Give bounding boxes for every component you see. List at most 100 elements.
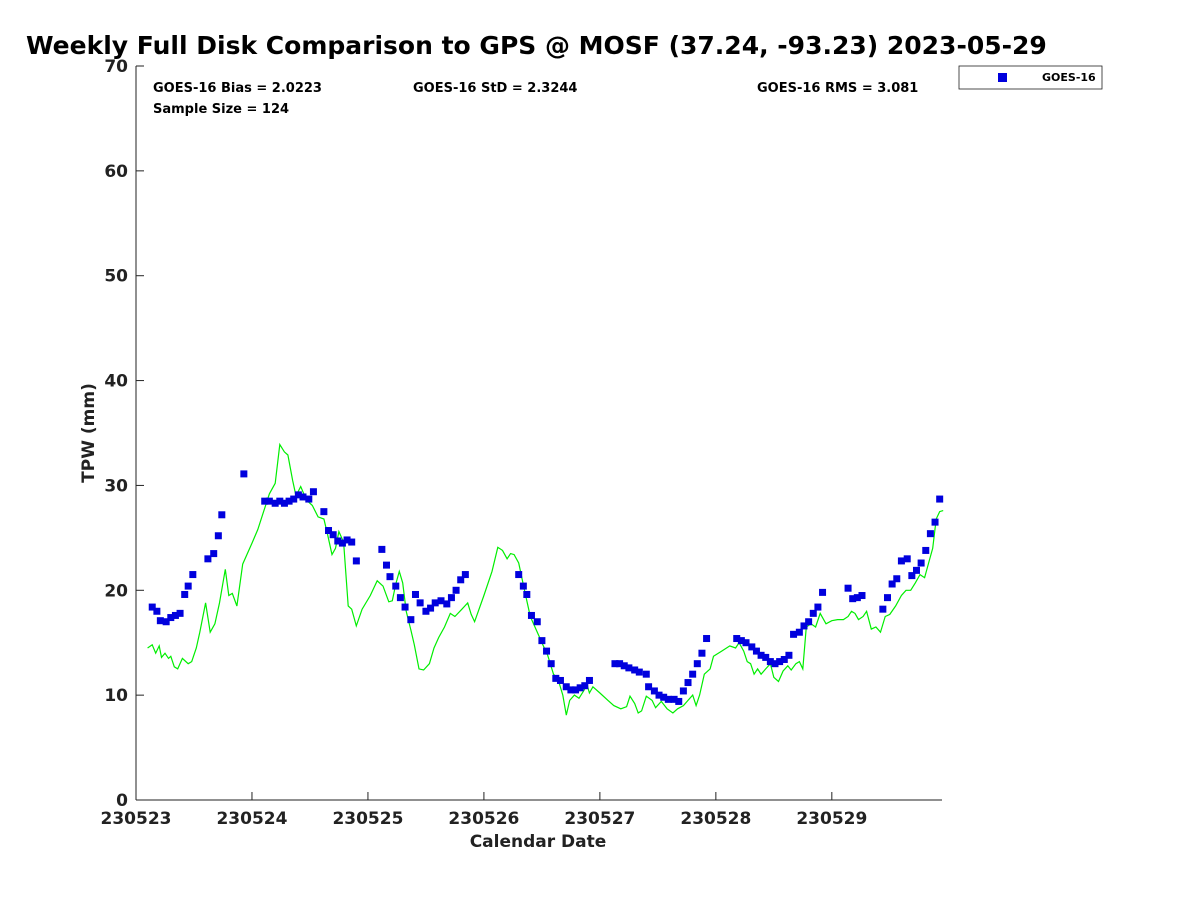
goes-16-point [171, 611, 179, 619]
x-tick-label: 230526 [448, 809, 519, 829]
y-axis-ticks: 0 10 20 30 40 50 60 70 [104, 57, 144, 811]
goes-16-point [748, 643, 756, 651]
goes-16-point [543, 647, 551, 655]
goes-16-point [343, 536, 351, 544]
goes-16-point [684, 679, 692, 687]
goes-16-point [533, 618, 541, 626]
goes-16-point [189, 571, 197, 579]
goes-16-point [625, 664, 633, 672]
goes-16-point [567, 686, 575, 694]
goes-16-point [576, 684, 584, 692]
goes-16-point [642, 670, 650, 678]
goes-16-point [922, 546, 930, 554]
goes-16-point [457, 576, 465, 584]
goes-16-point [616, 660, 624, 668]
goes-16-point [752, 647, 760, 655]
goes-16-point [156, 617, 164, 625]
goes-16-point [153, 607, 161, 615]
goes-16-point [562, 683, 570, 691]
goes-16-point [762, 653, 770, 661]
goes-16-point [819, 588, 827, 596]
goes-16-point [620, 662, 628, 670]
goes-16-point [670, 695, 678, 703]
goes-16-point [431, 599, 439, 607]
goes-16-point [401, 603, 409, 611]
legend: GOES-16 [958, 65, 1103, 90]
goes-16-point [853, 594, 861, 602]
goes-16-point [218, 511, 226, 519]
goes-16-point [422, 607, 430, 615]
goes-16-point [167, 614, 175, 622]
goes-16-point [437, 597, 445, 605]
goes-16-point [181, 590, 189, 598]
legend-box [958, 65, 1103, 90]
goes-16-point [771, 660, 779, 668]
goes-16-point [790, 630, 798, 638]
goes-16-point [294, 491, 302, 499]
goes-16-point [348, 538, 356, 546]
goes-16-point [664, 695, 672, 703]
y-tick-label: 0 [116, 791, 128, 811]
goes-16-point [926, 530, 934, 538]
goes-16-point [800, 622, 808, 630]
goes-16-point [703, 635, 711, 643]
goes-16-point [329, 531, 337, 539]
goes-16-point [265, 497, 273, 505]
goes-16-point [461, 571, 469, 579]
goes-16-point [519, 582, 527, 590]
legend-marker-goes-16 [998, 73, 1007, 82]
y-tick-label: 20 [104, 581, 128, 601]
goes-16-point [742, 639, 750, 647]
x-tick-label: 230525 [332, 809, 403, 829]
goes-16-point [572, 686, 580, 694]
goes-16-point [689, 670, 697, 678]
goes-16-point [334, 537, 342, 545]
goes-16-point [320, 508, 328, 516]
std-stat: GOES-16 StD = 2.3244 [413, 81, 577, 96]
goes-16-point [176, 609, 184, 617]
goes-16-point [523, 590, 531, 598]
y-tick-label: 40 [104, 372, 128, 392]
goes-16-point [378, 545, 386, 553]
goes-16-point [261, 497, 269, 505]
goes-16-point [675, 697, 683, 705]
goes-16-point [416, 599, 424, 607]
x-axis-ticks: 230523 230524 230525 230526 230527 230528 2305… [101, 792, 867, 829]
goes-16-point [897, 557, 905, 565]
rms-stat: GOES-16 RMS = 3.081 [757, 81, 918, 96]
goes-16-point [757, 651, 765, 659]
goes-16-point [527, 611, 535, 619]
goes-16-point [766, 658, 774, 666]
goes-16-point [309, 488, 317, 496]
goes-16-point [411, 590, 419, 598]
goes-16-point [538, 637, 546, 645]
goes-16-point [903, 555, 911, 563]
goes-16-point [210, 550, 218, 558]
goes-16-point [679, 687, 687, 695]
goes-16-point [276, 497, 284, 505]
x-tick-label: 230523 [101, 809, 172, 829]
goes-16-point [427, 604, 435, 612]
goes-16-point [795, 628, 803, 636]
goes-16-point [443, 600, 451, 608]
goes-16-point [581, 682, 589, 690]
y-tick-label: 10 [104, 686, 128, 706]
goes-16-point [552, 674, 560, 682]
goes-16-point [660, 693, 668, 701]
y-tick-label: 60 [104, 162, 128, 182]
goes-16-point [452, 586, 460, 594]
goes-16-point [858, 592, 866, 600]
goes-16-point [407, 616, 415, 624]
goes-16-point [148, 603, 156, 611]
y-tick-label: 70 [104, 57, 128, 77]
goes-16-point [733, 635, 741, 643]
goes-16-point [299, 493, 307, 501]
goes-16-point [912, 566, 920, 574]
goes-16-point [204, 555, 212, 563]
goes-16-point [650, 687, 658, 695]
goes-16-point [515, 571, 523, 579]
goes-16-point [396, 594, 404, 602]
plot-frame [136, 66, 942, 800]
goes-16-point [879, 605, 887, 613]
x-tick-label: 230524 [216, 809, 287, 829]
